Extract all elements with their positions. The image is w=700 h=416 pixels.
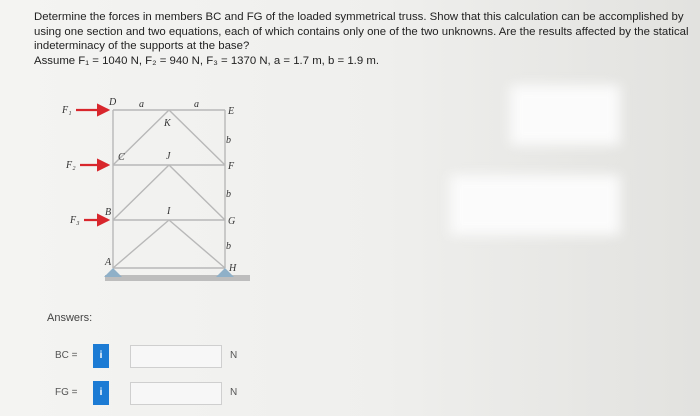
problem: Determine the forces in members BC and F…	[34, 10, 694, 68]
answer-input[interactable]	[130, 382, 222, 405]
node-label: F	[227, 161, 235, 172]
glare	[450, 175, 620, 235]
node-label: I	[166, 206, 171, 217]
force-label: F₃	[69, 215, 80, 226]
answer-label: FG =	[55, 387, 78, 398]
answer-label: BC =	[55, 350, 78, 361]
truss-figure: F₁ F₂ F₃ D C B A E F G H K J I a a b b b	[61, 97, 250, 281]
node-label: K	[163, 118, 172, 129]
unit-label: N	[230, 350, 238, 361]
info-button[interactable]: i	[93, 381, 109, 405]
node-label: D	[108, 97, 117, 108]
unit-label: N	[230, 387, 238, 398]
node-label: G	[228, 216, 235, 227]
glare	[510, 85, 620, 145]
problem-text: Determine the forces in members BC and F…	[34, 11, 689, 52]
node-label: E	[227, 106, 234, 117]
node-label: B	[105, 207, 111, 218]
force-label: F₂	[65, 160, 76, 171]
dimension-label: b	[226, 135, 231, 146]
force-label: F₁	[61, 105, 72, 116]
info-button[interactable]: i	[93, 344, 109, 368]
dimension-label: a	[194, 99, 199, 110]
dimension-label: b	[226, 189, 231, 200]
answers-title: Answers:	[47, 312, 93, 324]
dimension-label: b	[226, 241, 231, 252]
answer-row: FG = i N	[0, 381, 260, 405]
node-label: J	[166, 151, 171, 162]
node-label: H	[228, 263, 237, 274]
node-label: C	[118, 152, 125, 163]
answer-input[interactable]	[130, 345, 222, 368]
given-values: Assume F₁ = 1040 N, F₂ = 940 N, F₃ = 137…	[34, 54, 379, 67]
node-label: A	[104, 257, 112, 268]
answer-row: BC = i N	[0, 344, 260, 368]
dimension-label: a	[139, 99, 144, 110]
